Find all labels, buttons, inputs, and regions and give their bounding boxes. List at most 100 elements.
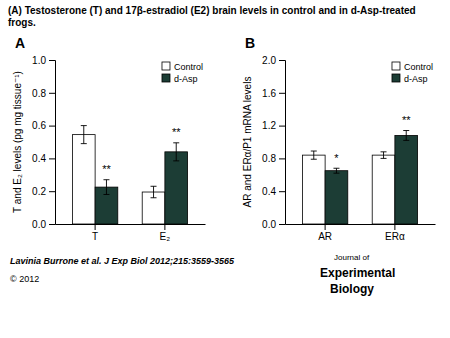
tick-mark	[49, 224, 55, 225]
bar	[302, 155, 325, 224]
legend-item: d-Asp	[392, 74, 428, 84]
significance-label: **	[102, 163, 111, 175]
series	[325, 131, 417, 224]
bar	[165, 152, 188, 224]
legend-item: Control	[162, 62, 203, 72]
error-bar	[403, 131, 409, 141]
y-tick: 1.2	[262, 120, 285, 131]
x-tick: ERα	[385, 224, 405, 242]
panel-label: B	[245, 35, 255, 51]
marks	[72, 126, 187, 224]
y-label: AR and ERα/P1 mRNA levels	[242, 77, 253, 208]
tick-label: T	[92, 231, 98, 242]
tick-mark	[49, 126, 55, 127]
annotation: Journal of	[334, 253, 370, 262]
panel: 0.0 0.4 0.8 1.2 1.6 2.0 AR ERα AR and ERα/P1 mRN…	[242, 35, 436, 242]
error-bar	[381, 152, 387, 159]
legend-label: d-Asp	[404, 74, 428, 84]
axis-line	[279, 61, 286, 225]
tick-mark	[279, 191, 285, 192]
tick-mark	[279, 126, 285, 127]
legend: Control d-Asp	[162, 62, 203, 84]
y-tick: 0.0	[262, 219, 285, 230]
y-tick: 0.4	[262, 186, 285, 197]
tick-mark	[394, 224, 395, 230]
tick-label: 0.2	[32, 186, 46, 197]
y-tick: 0.6	[32, 120, 55, 131]
title-line: (A) Testosterone (T) and 17β-estradiol (…	[8, 5, 416, 16]
error-bar	[311, 151, 317, 159]
tick-label: 0.0	[32, 219, 46, 230]
title: (A) Testosterone (T) and 17β-estradiol (…	[8, 5, 416, 28]
tick-label: 1.2	[262, 120, 276, 131]
error-bar	[151, 186, 157, 197]
legend-label: d-Asp	[174, 74, 198, 84]
legend-swatch	[392, 74, 400, 82]
y-tick: 2.0	[262, 55, 285, 66]
tick-mark	[279, 93, 285, 94]
x-tick: AR	[318, 224, 332, 242]
tick-label: AR	[318, 231, 332, 242]
panel-label: A	[15, 35, 25, 51]
annotation: © 2012	[10, 274, 39, 284]
y-tick: 0.8	[32, 88, 55, 99]
significance-label: *	[334, 152, 339, 164]
y-axis: 0.0 0.4 0.8 1.2 1.6 2.0	[262, 55, 285, 230]
tick-label: 0.8	[262, 153, 276, 164]
y-tick: 1.6	[262, 88, 285, 99]
legend-item: Control	[392, 62, 433, 72]
figure: (A) Testosterone (T) and 17β-estradiol (…	[0, 0, 450, 338]
error-bar	[333, 168, 339, 173]
significance-label: **	[402, 114, 411, 126]
axis-line	[56, 224, 206, 225]
tick-mark	[279, 158, 285, 159]
tick-label: ERα	[385, 231, 405, 242]
tick-label: 0.4	[262, 186, 276, 197]
tick-mark	[325, 224, 326, 230]
legend-label: Control	[404, 62, 433, 72]
tick-mark	[49, 60, 55, 61]
tick-label: 1.6	[262, 88, 276, 99]
panel: 0.0 0.2 0.4 0.6 0.8 1.0 T E₂ T and E₂ levels (pg…	[12, 35, 206, 242]
tick-mark	[279, 224, 285, 225]
axis-line	[286, 224, 436, 225]
legend-label: Control	[174, 62, 203, 72]
legend-swatch	[392, 62, 400, 70]
tick-label: 1.0	[32, 55, 46, 66]
legend-swatch	[162, 74, 170, 82]
legend-swatch	[162, 62, 170, 70]
series	[302, 151, 394, 224]
y-label: T and E₂ levels (pg mg tissue⁻¹)	[12, 71, 23, 213]
tick-mark	[49, 158, 55, 159]
y-tick: 0.8	[262, 153, 285, 164]
x-axis: AR ERα	[286, 224, 436, 242]
tick-label: 0.4	[32, 153, 46, 164]
series	[72, 126, 164, 224]
bar	[325, 171, 348, 224]
annotation: Biology	[330, 282, 374, 296]
tick-mark	[95, 224, 96, 230]
bar	[395, 135, 418, 224]
tick-label: 0.6	[32, 120, 46, 131]
tick-label: 0.8	[32, 88, 46, 99]
title-line: frogs.	[8, 17, 36, 28]
x-axis: T E₂	[56, 224, 206, 242]
tick-mark	[49, 93, 55, 94]
tick-label: 0.0	[262, 219, 276, 230]
legend: Control d-Asp	[392, 62, 433, 84]
significance-label: **	[172, 126, 181, 138]
annotation: Lavinia Burrone et al. J Exp Biol 2012;2…	[10, 256, 235, 266]
axis-line	[49, 61, 56, 225]
y-axis: 0.0 0.2 0.4 0.6 0.8 1.0	[32, 55, 55, 230]
x-tick: E₂	[160, 224, 171, 242]
marks	[302, 131, 417, 224]
bar	[372, 155, 395, 224]
bar	[72, 135, 95, 224]
tick-mark	[49, 191, 55, 192]
x-tick: T	[92, 224, 98, 242]
error-bar	[103, 180, 109, 195]
y-tick: 0.0	[32, 219, 55, 230]
y-tick: 1.0	[32, 55, 55, 66]
series	[95, 143, 187, 224]
tick-label: 2.0	[262, 55, 276, 66]
